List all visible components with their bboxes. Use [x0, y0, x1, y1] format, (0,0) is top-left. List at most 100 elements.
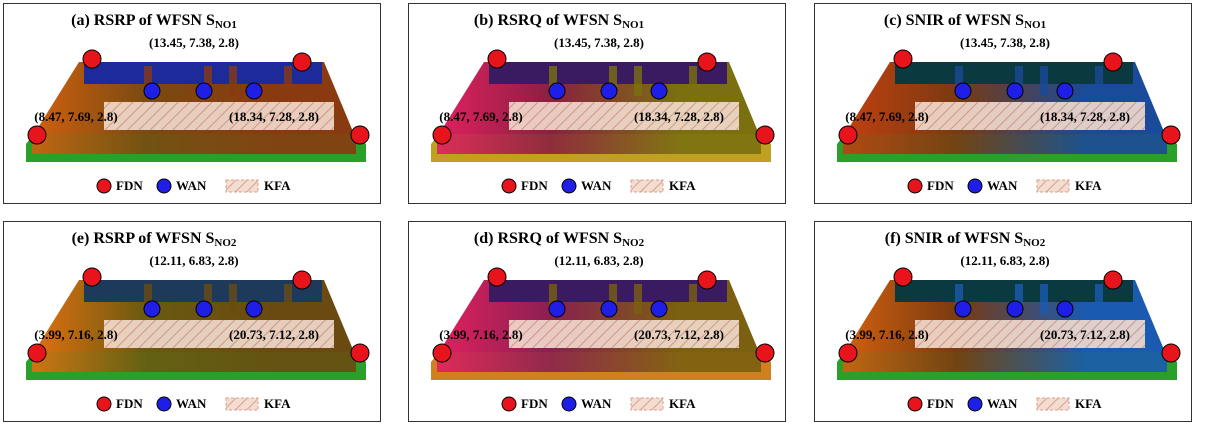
panel-title: (e) RSRP of WFSN SNO2 — [72, 230, 237, 249]
wan-node — [600, 82, 618, 100]
wan-node — [650, 82, 668, 100]
wan-node — [245, 300, 263, 318]
legend-wan: WAN — [581, 178, 612, 193]
wall — [204, 284, 212, 314]
legend-wan: WAN — [581, 396, 612, 411]
wall — [284, 66, 292, 96]
kfa-area — [104, 102, 334, 130]
panel: (c) SNIR of WFSN SNO1 (13.45, 7.38, 2.8) (… — [814, 3, 1192, 204]
top-label: (13.45, 7.38, 2.8) — [149, 35, 239, 50]
fdn-node — [292, 270, 312, 290]
title-text: (c) SNIR of WFSN S — [884, 12, 1024, 29]
wan-node — [954, 300, 972, 318]
panel: (f) SNIR of WFSN SNO2 (12.11, 6.83, 2.8) (… — [814, 221, 1192, 422]
fdn-node — [893, 49, 913, 69]
right-label: (20.73, 7.12, 2.8) — [229, 327, 319, 342]
legend-fdn: FDN — [116, 396, 143, 411]
right-label: (18.34, 7.28, 2.8) — [229, 109, 319, 124]
legend-wan-marker — [561, 178, 577, 194]
back-wall — [895, 280, 1133, 302]
kfa-area — [104, 320, 334, 348]
wan-node — [245, 82, 263, 100]
title-subscript: NO2 — [622, 237, 645, 249]
legend-wan: WAN — [176, 396, 207, 411]
left-label: (3.99, 7.16, 2.8) — [845, 327, 928, 342]
fdn-node — [27, 125, 47, 145]
fdn-node — [350, 343, 370, 363]
wan-node — [195, 300, 213, 318]
left-label: (3.99, 7.16, 2.8) — [439, 327, 522, 342]
top-label: (13.45, 7.38, 2.8) — [960, 35, 1050, 50]
top-label: (13.45, 7.38, 2.8) — [554, 35, 644, 50]
legend-kfa: KFA — [1075, 178, 1102, 193]
front-face — [32, 350, 356, 372]
panel-title: (f) SNIR of WFSN SNO2 — [885, 230, 1046, 249]
front-face — [437, 132, 761, 154]
fdn-node — [1161, 125, 1181, 145]
title-text: (a) RSRP of WFSN S — [71, 12, 215, 29]
legend-fdn: FDN — [927, 178, 954, 193]
legend-fdn: FDN — [521, 396, 548, 411]
wall — [1095, 66, 1103, 96]
legend-kfa: KFA — [1075, 396, 1102, 411]
legend-fdn: FDN — [521, 178, 548, 193]
wall — [955, 284, 963, 314]
legend-kfa-marker — [225, 397, 259, 411]
wan-node — [954, 82, 972, 100]
title-text: (b) RSRQ of WFSN S — [474, 12, 622, 29]
fdn-node — [1103, 270, 1123, 290]
legend-fdn: FDN — [927, 396, 954, 411]
fdn-node — [432, 125, 452, 145]
legend-fdn-marker — [907, 396, 923, 412]
legend-kfa: KFA — [669, 178, 696, 193]
fdn-node — [487, 267, 507, 287]
left-label: (3.99, 7.16, 2.8) — [34, 327, 117, 342]
legend-kfa: KFA — [264, 178, 291, 193]
front-face — [843, 132, 1167, 154]
fdn-node — [292, 52, 312, 72]
wall — [204, 66, 212, 96]
title-text: (d) RSRQ of WFSN S — [474, 230, 622, 247]
right-label: (18.34, 7.28, 2.8) — [1040, 109, 1130, 124]
fdn-node — [838, 125, 858, 145]
back-wall — [895, 62, 1133, 84]
legend-wan-marker — [967, 178, 983, 194]
fdn-node — [27, 343, 47, 363]
wall — [955, 66, 963, 96]
wall — [549, 284, 557, 314]
fdn-node — [697, 52, 717, 72]
wan-node — [195, 82, 213, 100]
fdn-node — [838, 343, 858, 363]
legend-kfa-marker — [225, 179, 259, 193]
wan-node — [1056, 300, 1074, 318]
back-wall — [84, 62, 322, 84]
wan-node — [650, 300, 668, 318]
wall — [144, 284, 152, 314]
legend-fdn-marker — [501, 178, 517, 194]
wall — [1040, 66, 1048, 96]
wan-node — [1006, 300, 1024, 318]
wall — [1015, 284, 1023, 314]
wall — [549, 66, 557, 96]
legend-kfa: KFA — [669, 396, 696, 411]
wan-node — [1056, 82, 1074, 100]
right-label: (18.34, 7.28, 2.8) — [634, 109, 724, 124]
panel-title: (a) RSRP of WFSN SNO1 — [71, 12, 237, 31]
title-subscript: NO2 — [214, 237, 237, 249]
legend-kfa-marker — [1036, 179, 1070, 193]
right-label: (20.73, 7.12, 2.8) — [634, 327, 724, 342]
back-wall — [489, 280, 727, 302]
right-label: (20.73, 7.12, 2.8) — [1040, 327, 1130, 342]
fdn-node — [893, 267, 913, 287]
back-wall — [489, 62, 727, 84]
panel: (d) RSRQ of WFSN SNO2 (12.11, 6.83, 2.8) (… — [408, 221, 786, 422]
kfa-area — [509, 320, 739, 348]
wall — [284, 284, 292, 314]
panel: (a) RSRP of WFSN SNO1 (13.45, 7.38, 2.8) (… — [3, 3, 381, 204]
legend-wan-marker — [156, 396, 172, 412]
wall — [634, 284, 642, 314]
title-subscript: NO1 — [1024, 19, 1046, 31]
fdn-node — [755, 125, 775, 145]
wan-node — [143, 82, 161, 100]
fdn-node — [487, 49, 507, 69]
